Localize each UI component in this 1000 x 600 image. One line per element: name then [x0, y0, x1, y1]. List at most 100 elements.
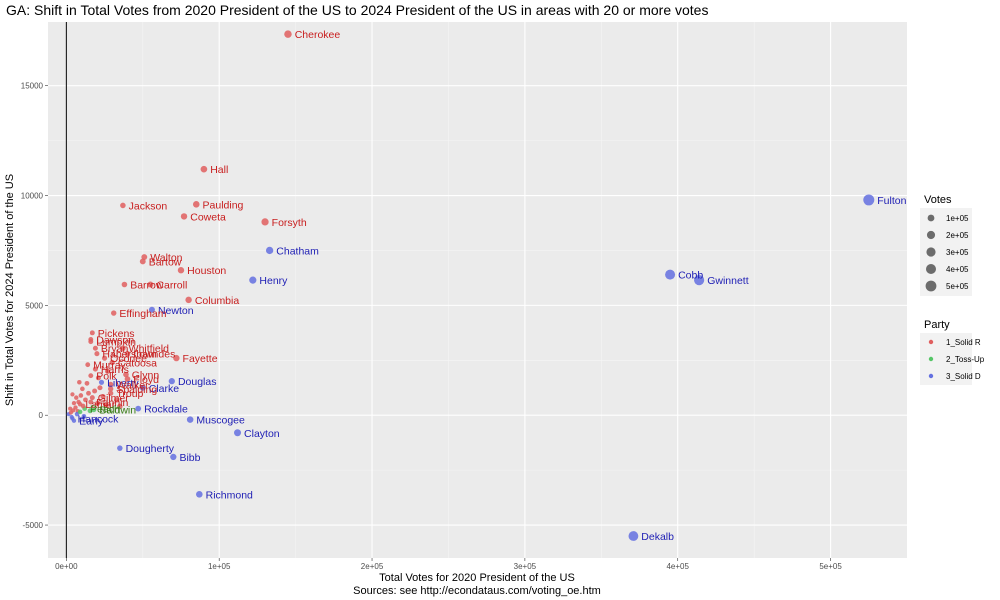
data-point — [83, 397, 88, 403]
data-point — [77, 409, 83, 415]
point-label: Bibb — [179, 452, 200, 464]
legend-party-box — [920, 333, 972, 385]
data-point — [91, 407, 97, 413]
data-point — [109, 359, 115, 366]
legend-size-label: 2e+05 — [946, 231, 969, 240]
point-label: Murray — [93, 360, 126, 372]
point-label: Bryan — [101, 343, 129, 355]
point-label: Catoosa — [118, 357, 157, 369]
data-point — [74, 395, 79, 400]
data-point — [185, 296, 192, 304]
data-point — [170, 453, 177, 461]
data-point — [77, 379, 82, 385]
point-label: Rockdale — [144, 404, 188, 416]
data-point — [139, 384, 146, 391]
data-point — [71, 400, 77, 406]
x-tick-label: 4e+05 — [666, 562, 689, 571]
point-label: Dekalb — [641, 531, 674, 543]
data-point — [192, 201, 200, 208]
point-label: Henry — [259, 275, 288, 287]
data-point — [180, 213, 188, 220]
point-label: Harris — [101, 364, 129, 376]
legend-size-label: 5e+05 — [946, 282, 969, 291]
point-label: Carroll — [156, 280, 187, 292]
point-label: Dawson — [96, 334, 134, 346]
point-label: Effingham — [119, 308, 166, 320]
point-label: Troup — [116, 388, 143, 400]
legend-party: Party 1_Solid R 2_Toss-Up 3_Solid D — [920, 319, 985, 385]
data-point — [70, 392, 75, 397]
data-point — [139, 258, 146, 265]
point-label: Fayette — [183, 353, 218, 365]
point-label: Walker — [116, 379, 149, 391]
data-point — [101, 355, 108, 361]
data-point — [135, 405, 142, 412]
point-label: Hall — [210, 164, 228, 176]
data-point — [168, 378, 175, 385]
x-tick-label: 0e+00 — [55, 562, 78, 571]
data-point — [124, 376, 131, 382]
data-point — [234, 429, 242, 437]
legend-party-key — [928, 373, 934, 379]
point-label: Lowndes — [133, 349, 175, 361]
data-point — [148, 306, 155, 313]
data-point — [196, 490, 203, 498]
point-label: Floyd — [133, 374, 159, 386]
data-point — [103, 402, 109, 408]
y-tick-label: 15000 — [21, 82, 44, 91]
point-label: Early — [79, 416, 104, 428]
x-tick-label: 1e+05 — [208, 562, 231, 571]
data-point — [694, 275, 705, 286]
legend-votes-title: Votes — [924, 194, 952, 206]
data-point — [80, 403, 86, 409]
point-label: Fulton — [877, 195, 906, 207]
grid-lines — [48, 22, 907, 558]
legend-size-key — [925, 280, 937, 292]
data-point — [76, 399, 81, 405]
data-point — [68, 406, 73, 411]
data-point — [94, 351, 100, 357]
point-label: Spalding — [116, 384, 157, 396]
point-label: Barrow — [130, 280, 164, 292]
point-label: Clarke — [149, 383, 180, 395]
point-label: Lumpkin — [96, 337, 136, 349]
point-label: Cherokee — [295, 29, 341, 41]
data-point — [84, 380, 90, 386]
x-tick-label: 3e+05 — [514, 562, 537, 571]
plot-background — [48, 22, 907, 558]
data-point — [92, 388, 98, 394]
data-point — [173, 354, 180, 362]
x-axis-label: Total Votes for 2020 President of the US — [379, 572, 575, 584]
data-point — [88, 373, 94, 379]
y-tick-label: 0 — [39, 411, 44, 420]
data-point — [95, 400, 101, 406]
data-point — [87, 408, 93, 414]
data-point — [261, 218, 269, 226]
legend-party-label: 3_Solid D — [946, 372, 981, 381]
y-axis-label: Shift in Total Votes for 2024 President … — [4, 174, 16, 406]
data-point — [265, 246, 274, 255]
data-point — [121, 281, 128, 288]
point-label: Coweta — [190, 211, 226, 223]
data-point — [186, 416, 194, 423]
plot-panel — [48, 22, 907, 558]
point-label: Muscogee — [196, 415, 245, 427]
legend-party-label: 1_Solid R — [946, 338, 981, 347]
data-point — [628, 531, 639, 541]
legend-party-key — [928, 356, 934, 362]
data-point — [108, 390, 114, 396]
legend-size-label: 4e+05 — [946, 265, 969, 274]
point-label: Gilmer — [98, 393, 129, 405]
data-points — [66, 30, 875, 541]
y-tick-label: 10000 — [21, 192, 44, 201]
point-label: Dougherty — [126, 443, 175, 455]
point-label: Gwinnett — [707, 275, 749, 287]
point-label: Whitfield — [129, 343, 169, 355]
legend-size-label: 1e+05 — [946, 214, 969, 223]
point-label: Forsyth — [272, 217, 307, 229]
point-label: Oconee — [110, 353, 147, 365]
chart-title: GA: Shift in Total Votes from 2020 Presi… — [6, 2, 708, 18]
point-label: Houston — [187, 265, 226, 277]
